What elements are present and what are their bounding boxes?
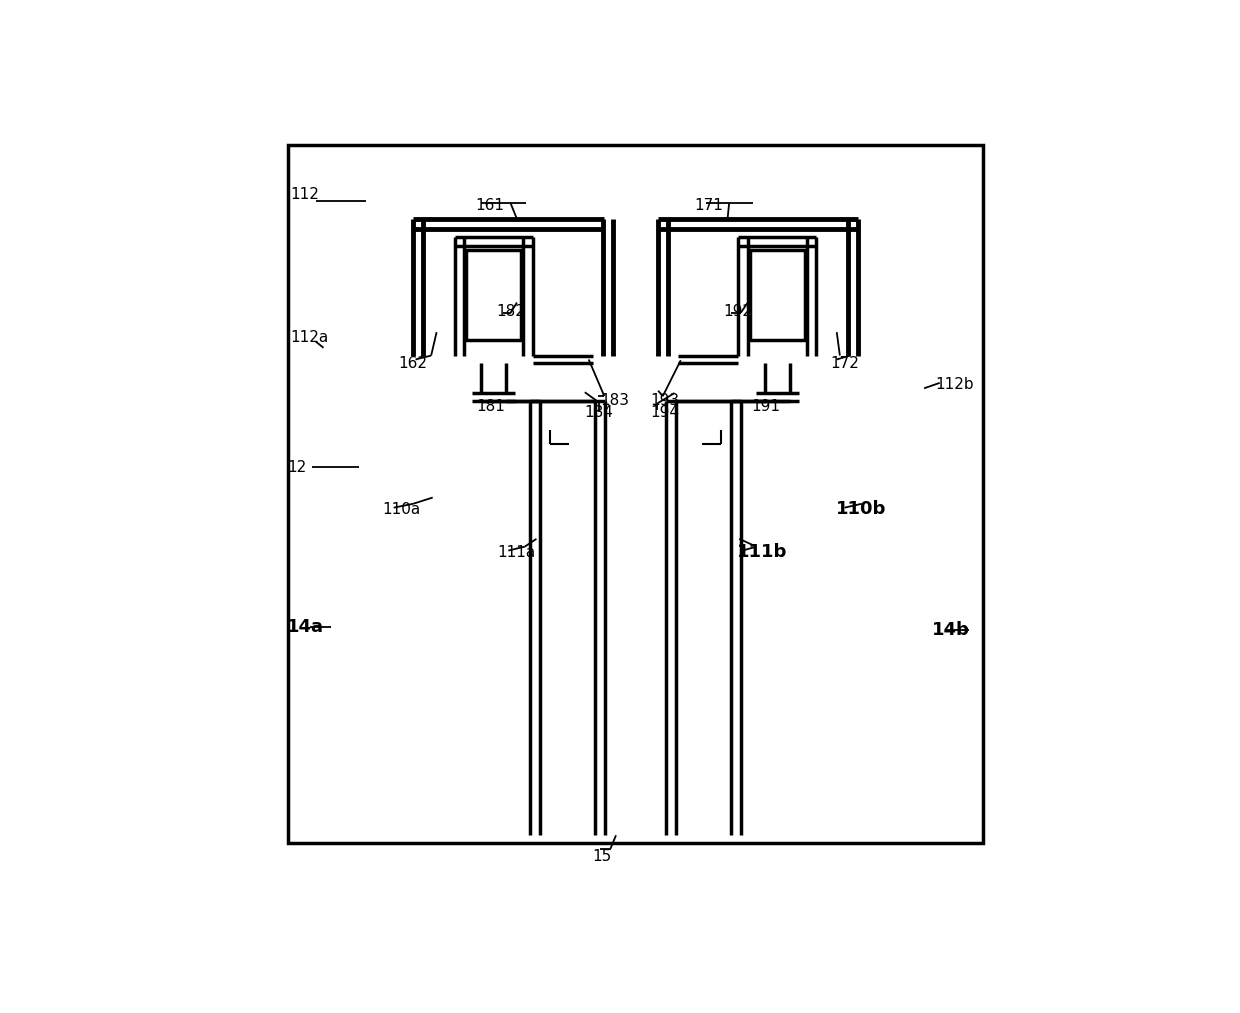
Text: 12: 12	[286, 460, 306, 475]
Text: 193: 193	[650, 392, 680, 407]
Text: 183: 183	[600, 392, 630, 407]
Text: 191: 191	[751, 399, 780, 413]
Text: 182: 182	[497, 304, 526, 319]
Text: 110a: 110a	[382, 501, 420, 517]
Text: 110b: 110b	[836, 500, 887, 519]
Text: 161: 161	[475, 198, 503, 213]
Text: 14a: 14a	[286, 618, 324, 636]
Text: 172: 172	[831, 356, 859, 371]
Text: 111a: 111a	[497, 545, 536, 559]
Text: 14b: 14b	[932, 621, 970, 639]
Text: 181: 181	[476, 399, 505, 413]
Text: 111b: 111b	[737, 543, 787, 561]
Text: 194: 194	[650, 405, 680, 420]
Bar	[750, 250, 805, 340]
Text: 171: 171	[694, 198, 724, 213]
Text: 192: 192	[723, 304, 751, 319]
Text: 112: 112	[290, 187, 320, 203]
Text: 184: 184	[584, 405, 613, 420]
Bar	[289, 145, 982, 843]
Text: 112b: 112b	[936, 377, 975, 392]
Text: 15: 15	[593, 849, 611, 864]
Bar	[466, 250, 521, 340]
Text: 112a: 112a	[290, 330, 329, 345]
Text: 162: 162	[398, 356, 428, 371]
